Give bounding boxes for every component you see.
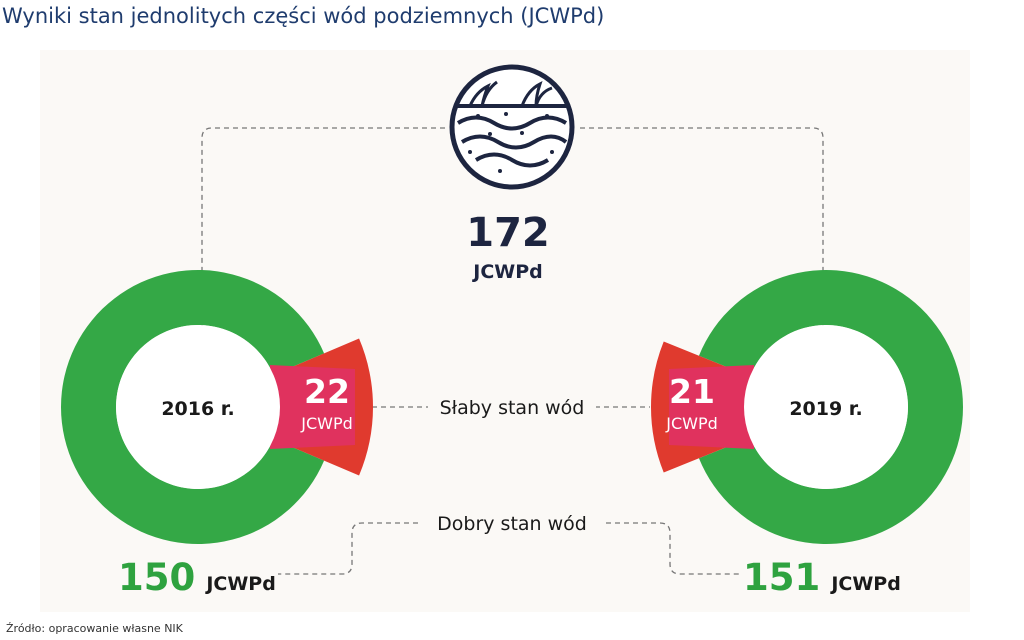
groundwater-icon <box>449 64 575 190</box>
donut-2016-poor-value: 22 <box>304 372 350 411</box>
good-state-label: Dobry stan wód <box>437 513 587 535</box>
donut-2016-good-arc <box>61 269 325 544</box>
source-note: Źródło: opracowanie własne NIK <box>6 622 183 635</box>
donut-hole <box>744 325 908 489</box>
total-value: 172 <box>466 210 550 256</box>
good-2016-value: 150 JCWPd <box>118 556 276 599</box>
good-2016-unit: JCWPd <box>204 573 276 595</box>
donut-2016-year: 2016 r. <box>161 398 234 420</box>
good-2019-value: 151 JCWPd <box>743 556 901 599</box>
donut-hole <box>116 325 280 489</box>
donut-2016: 2016 r. 22 JCWPd <box>61 269 373 544</box>
total-unit: JCWPd <box>471 261 543 283</box>
donut-2019-year: 2019 r. <box>789 398 862 420</box>
donut-2019-poor-unit: JCWPd <box>665 414 718 433</box>
connector-good-right <box>606 522 742 575</box>
connector-good-left <box>278 522 418 575</box>
donut-2019-good-arc <box>698 270 964 544</box>
good-2016-number: 150 <box>118 556 195 599</box>
donut-2016-poor-callout <box>270 365 355 449</box>
chart-title: Wyniki stan jednolitych części wód podzi… <box>2 4 605 28</box>
donut-2019-poor-value: 21 <box>669 372 715 411</box>
donut-2019: 2019 r. 21 JCWPd <box>651 270 964 544</box>
donut-2019-poor-callout <box>669 365 754 449</box>
poor-state-label: Słaby stan wód <box>440 397 585 419</box>
good-2019-number: 151 <box>743 556 820 599</box>
connector-lines <box>201 127 824 575</box>
donut-2016-poor-unit: JCWPd <box>300 414 353 433</box>
good-2019-unit: JCWPd <box>829 573 901 595</box>
